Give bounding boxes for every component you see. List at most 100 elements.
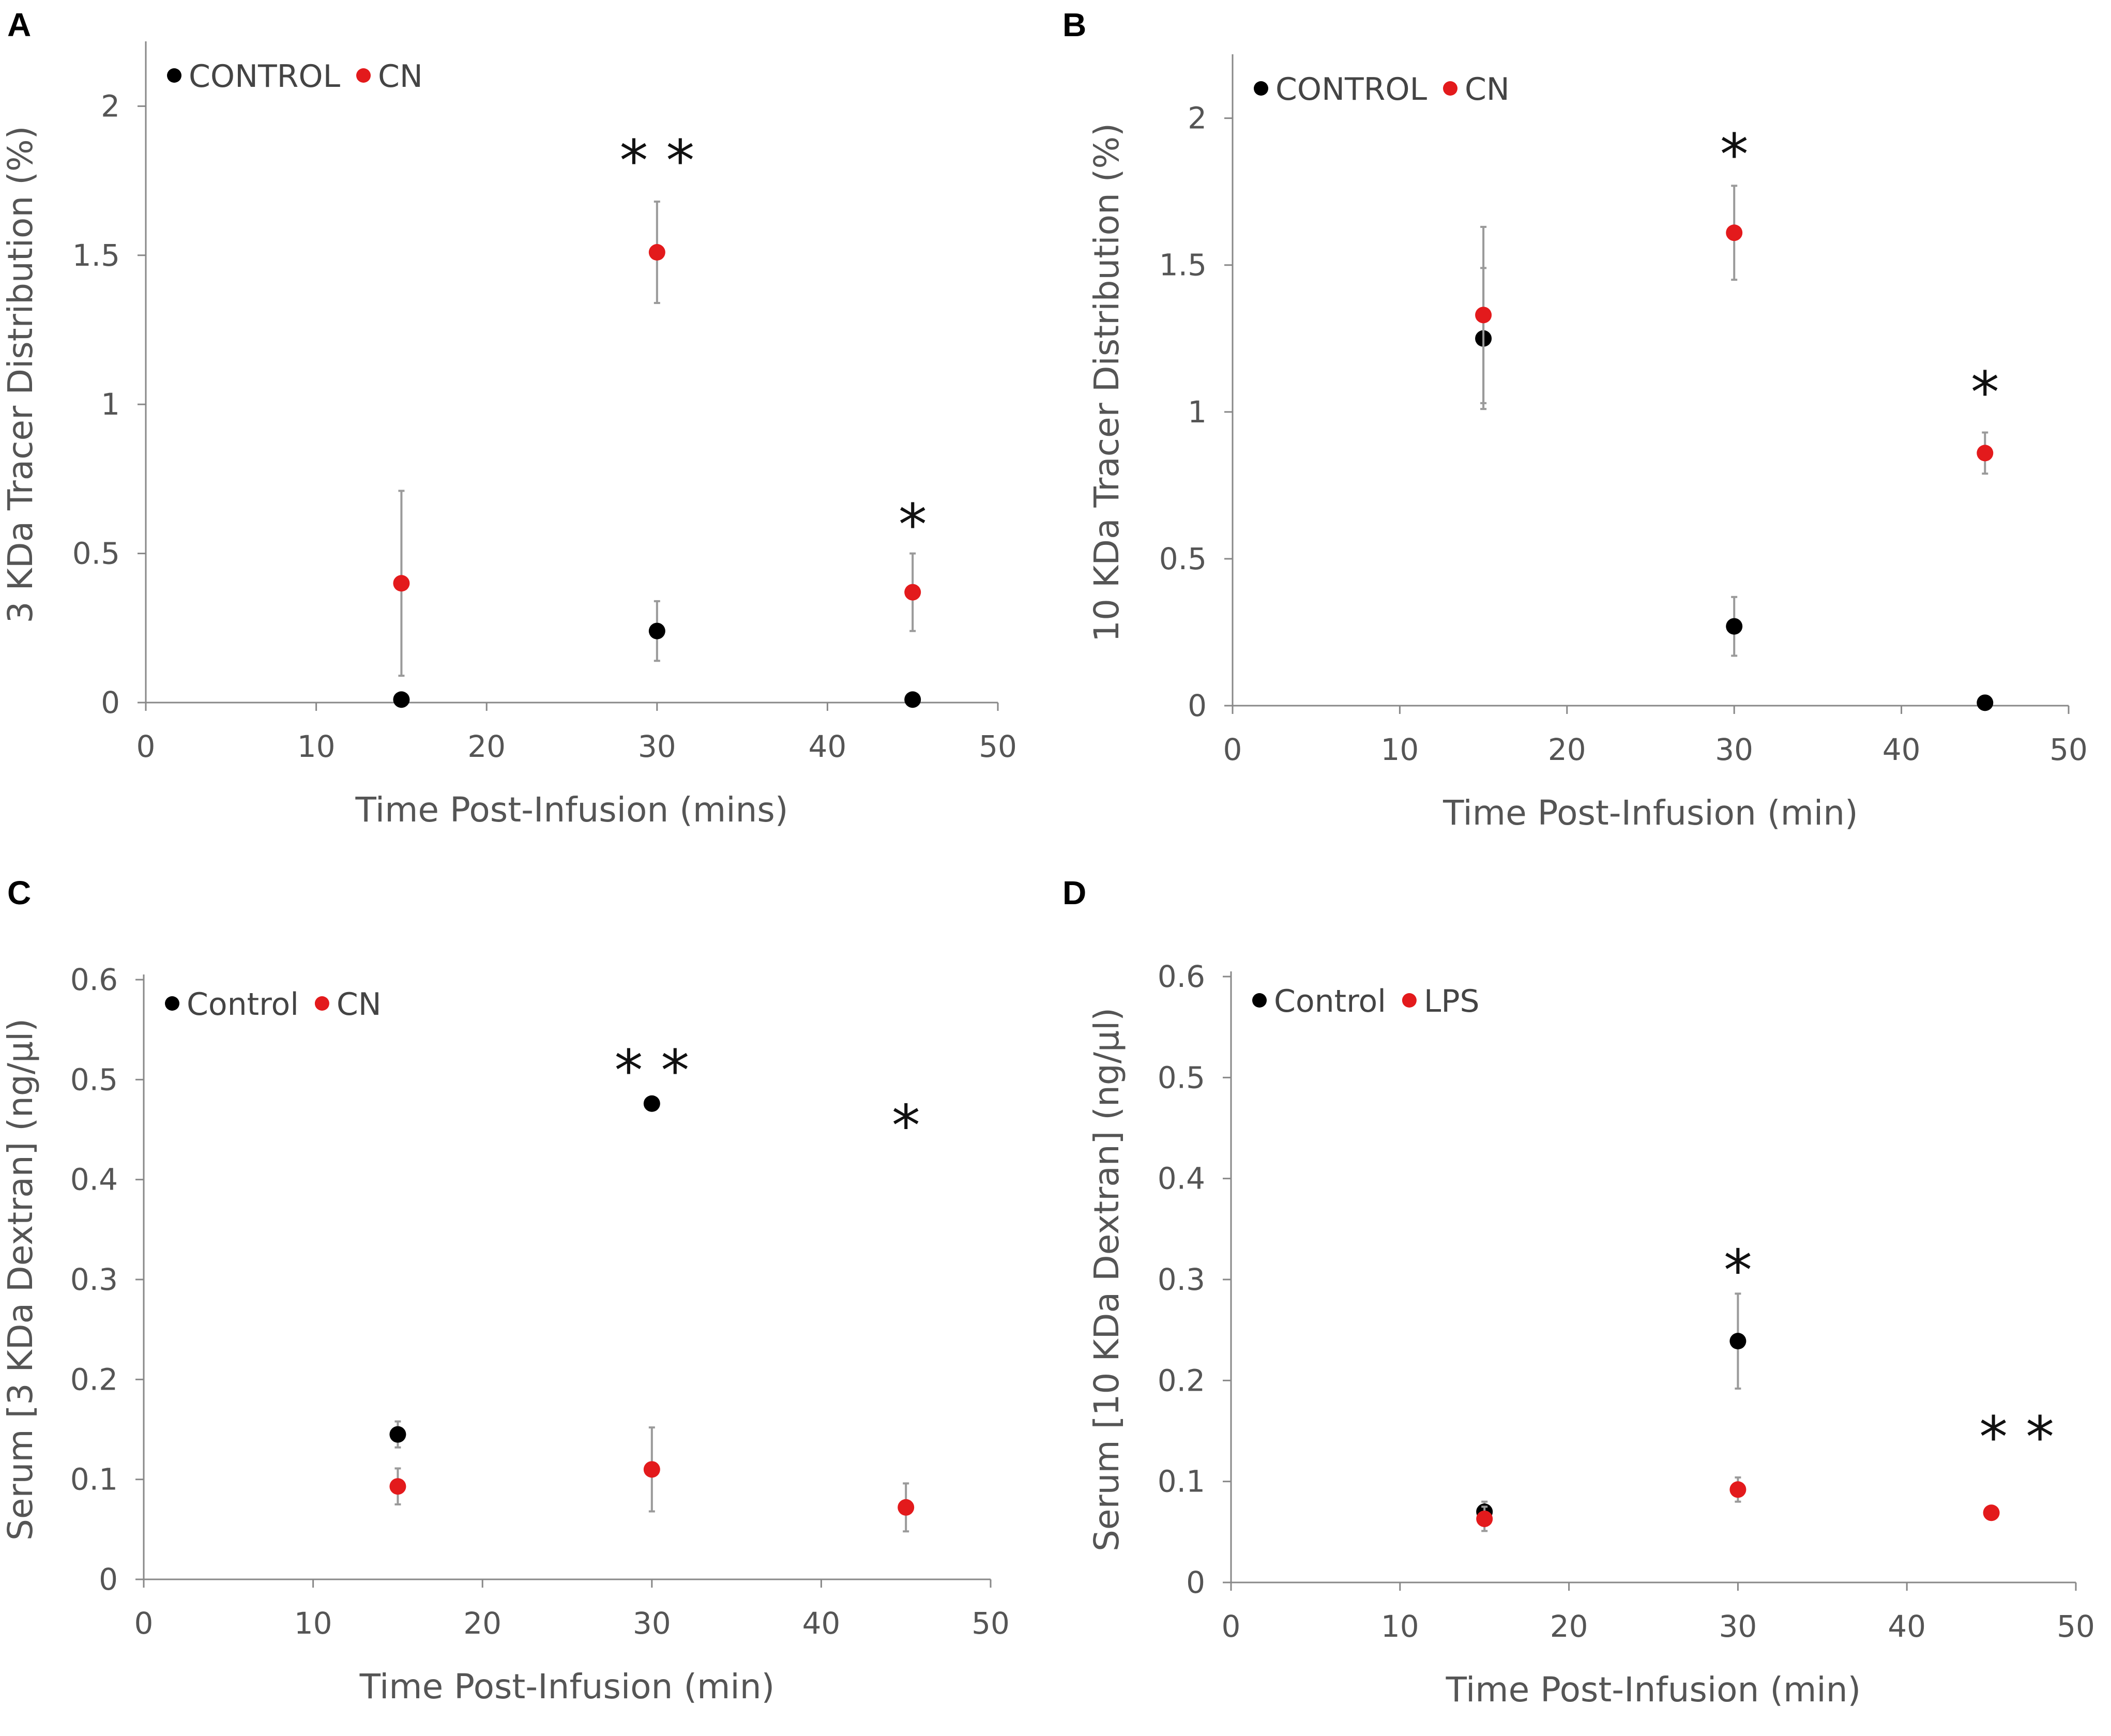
significance-marker: * bbox=[1720, 121, 1749, 188]
x-tick-label: 10 bbox=[297, 729, 336, 764]
data-point bbox=[648, 622, 665, 639]
x-tick-label: 30 bbox=[638, 729, 676, 764]
x-tick-label: 40 bbox=[802, 1606, 840, 1641]
data-point bbox=[643, 1461, 660, 1478]
y-axis-title: Serum [3 KDa Dextran] (ng/μl) bbox=[1, 1018, 40, 1541]
data-point bbox=[1977, 694, 1994, 711]
data-point bbox=[393, 575, 410, 592]
legend-marker bbox=[1402, 993, 1417, 1008]
legend-label: CN bbox=[1465, 71, 1510, 108]
legend-label: CONTROL bbox=[189, 58, 341, 95]
x-axis-title: Time Post-Infusion (min) bbox=[359, 1667, 775, 1707]
legend-marker bbox=[1252, 993, 1267, 1008]
x-tick-label: 10 bbox=[1381, 1609, 1419, 1644]
significance-marker: * * bbox=[1979, 1404, 2054, 1470]
y-tick-label: 0.5 bbox=[1158, 1060, 1205, 1095]
y-tick-label: 0.3 bbox=[1158, 1262, 1205, 1297]
y-tick-label: 0 bbox=[99, 1562, 118, 1597]
legend-marker bbox=[1443, 81, 1457, 96]
significance-marker: * bbox=[892, 1092, 920, 1159]
y-tick-label: 0.2 bbox=[70, 1362, 118, 1397]
legend-label: CONTROL bbox=[1275, 71, 1427, 108]
data-point bbox=[904, 691, 921, 708]
x-axis-title: Time Post-Infusion (min) bbox=[1442, 793, 1858, 833]
data-point bbox=[1726, 224, 1743, 241]
y-tick-label: 0.2 bbox=[1158, 1363, 1205, 1398]
chart-c: C 0 10 20 30 40 50 0 0.1 0.2 0.3 0.4 0.5 0.6 Time Post… bbox=[1, 874, 1010, 1707]
x-tick-label: 30 bbox=[1715, 732, 1753, 767]
x-tick-label: 20 bbox=[467, 729, 506, 764]
x-tick-label: 0 bbox=[136, 729, 156, 764]
panel-b: B 0 10 20 30 40 50 0 0.5 1 1.5 2 Time Post-Infusion … bbox=[1055, 0, 2110, 868]
data-point bbox=[643, 1095, 660, 1112]
y-axis-title: 3 KDa Tracer Distribution (%) bbox=[1, 126, 40, 623]
significance-marker: * * bbox=[619, 128, 694, 194]
y-tick-label: 0.1 bbox=[1158, 1464, 1205, 1499]
x-tick-label: 40 bbox=[808, 729, 846, 764]
significance-marker: * bbox=[899, 492, 927, 558]
x-tick-label: 50 bbox=[979, 729, 1017, 764]
x-tick-label: 50 bbox=[2049, 732, 2088, 767]
data-point bbox=[393, 691, 410, 708]
x-axis-title: Time Post-Infusion (mins) bbox=[355, 790, 788, 830]
x-axis-title: Time Post-Infusion (min) bbox=[1446, 1670, 1861, 1710]
x-tick-label: 40 bbox=[1882, 732, 1921, 767]
legend-marker bbox=[314, 996, 329, 1011]
significance-marker: * bbox=[1724, 1237, 1752, 1303]
y-tick-label: 0 bbox=[101, 685, 120, 720]
data-point bbox=[1729, 1481, 1746, 1498]
x-tick-label: 10 bbox=[1380, 732, 1419, 767]
x-tick-label: 10 bbox=[294, 1606, 332, 1641]
y-axis-title: 10 KDa Tracer Distribution (%) bbox=[1087, 123, 1127, 642]
chart-b: B 0 10 20 30 40 50 0 0.5 1 1.5 2 Time Post-Infusion … bbox=[1062, 6, 2088, 833]
y-tick-label: 1 bbox=[101, 387, 120, 422]
x-tick-label: 50 bbox=[2057, 1609, 2095, 1644]
data-point bbox=[904, 584, 921, 601]
legend-marker bbox=[167, 68, 181, 83]
y-tick-label: 2 bbox=[1188, 101, 1207, 136]
data-point bbox=[1475, 307, 1492, 324]
panel-label: D bbox=[1062, 874, 1086, 911]
legend-label: CN bbox=[337, 986, 382, 1023]
legend-marker bbox=[356, 68, 371, 83]
y-tick-label: 0.5 bbox=[70, 1062, 118, 1097]
x-tick-label: 20 bbox=[1548, 732, 1586, 767]
legend-label: Control bbox=[187, 986, 299, 1023]
data-point bbox=[1729, 1333, 1746, 1350]
x-tick-label: 50 bbox=[971, 1606, 1010, 1641]
data-point bbox=[1476, 1510, 1493, 1527]
y-tick-label: 0.3 bbox=[70, 1262, 118, 1297]
panel-label: C bbox=[7, 874, 31, 911]
panel-c: C 0 10 20 30 40 50 0 0.1 0.2 0.3 0.4 0.5 0.6 Time Post… bbox=[0, 868, 1055, 1736]
x-tick-label: 0 bbox=[1223, 732, 1242, 767]
legend-marker bbox=[1254, 81, 1268, 96]
x-tick-label: 40 bbox=[1888, 1609, 1926, 1644]
panel-label: A bbox=[7, 6, 31, 43]
y-tick-label: 0 bbox=[1186, 1565, 1205, 1600]
y-tick-label: 0.5 bbox=[72, 536, 120, 571]
y-tick-label: 0.6 bbox=[1158, 959, 1205, 994]
y-tick-label: 0.5 bbox=[1159, 541, 1207, 576]
panel-d: D 0 10 20 30 40 50 0 0.1 0.2 0.3 0.4 0.5 0.6 Time Post… bbox=[1055, 868, 2110, 1736]
data-point bbox=[898, 1499, 915, 1516]
y-axis-title: Serum [10 KDa Dextran] (ng/μl) bbox=[1087, 1008, 1127, 1551]
y-tick-label: 1.5 bbox=[72, 238, 120, 273]
legend-label: LPS bbox=[1424, 983, 1480, 1019]
x-tick-label: 0 bbox=[134, 1606, 154, 1641]
data-point bbox=[1983, 1504, 2000, 1521]
y-tick-label: 0.6 bbox=[70, 962, 118, 997]
legend-marker bbox=[165, 996, 179, 1011]
significance-marker: * * bbox=[614, 1038, 689, 1104]
x-tick-label: 0 bbox=[1222, 1609, 1241, 1644]
y-tick-label: 0.4 bbox=[70, 1162, 118, 1197]
y-tick-label: 1.5 bbox=[1159, 248, 1207, 283]
y-tick-label: 2 bbox=[101, 88, 120, 124]
data-point bbox=[1726, 618, 1743, 635]
legend-label: Control bbox=[1274, 983, 1386, 1019]
chart-d: D 0 10 20 30 40 50 0 0.1 0.2 0.3 0.4 0.5 0.6 Time Post… bbox=[1062, 874, 2095, 1710]
chart-a: A 0 10 20 30 40 50 0 0.5 1 1.5 2 Time Post-Infusion … bbox=[1, 6, 1017, 830]
data-point bbox=[1977, 445, 1994, 462]
legend-label: CN bbox=[378, 58, 423, 95]
x-tick-label: 30 bbox=[1719, 1609, 1757, 1644]
y-tick-label: 1 bbox=[1188, 394, 1207, 430]
